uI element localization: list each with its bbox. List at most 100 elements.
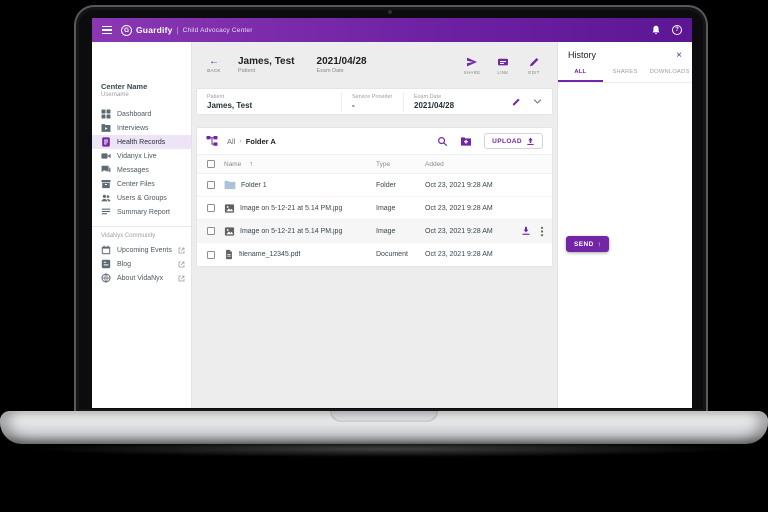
dashboard-icon — [101, 109, 111, 119]
row-checkbox[interactable] — [207, 250, 215, 259]
video-camera-icon — [101, 151, 111, 161]
send-label: SEND — [574, 240, 594, 248]
file-type: Image — [376, 204, 396, 212]
tab-shares[interactable]: SHARES — [612, 69, 638, 75]
sidebar-item-label: Summary Report — [117, 208, 170, 216]
file-name: Folder 1 — [241, 181, 267, 189]
table-row-document[interactable]: filename_12345.pdf Document Oct 23, 2021… — [197, 243, 552, 266]
file-added: Oct 23, 2021 9:28 AM — [425, 227, 493, 235]
sidebar-item-health-records[interactable]: Health Records — [92, 135, 191, 149]
search-icon[interactable] — [437, 136, 448, 147]
link-label: LINK — [497, 69, 509, 75]
org-name: Child Advocacy Center — [182, 26, 253, 34]
back-button[interactable]: ← BACK — [200, 56, 228, 74]
health-records-icon — [101, 137, 111, 147]
patient-caption: Patient — [238, 68, 256, 74]
file-added: Oct 23, 2021 9:28 AM — [425, 251, 493, 258]
patient-info-bar: Patient James, Test Service Provider - E… — [196, 88, 553, 115]
username: Username — [101, 92, 129, 98]
case-patient: James, Test Patient — [238, 56, 295, 74]
edit-pencil-icon[interactable] — [511, 97, 521, 107]
main-content: ← BACK James, Test Patient 2021/04/28 Ex… — [192, 42, 557, 408]
column-added[interactable]: Added — [425, 160, 444, 168]
history-panel: History × ALL SHARES DOWNLOADS SEND ↑ — [557, 42, 692, 408]
history-tabs: ALL SHARES DOWNLOADS — [558, 66, 692, 83]
field-value: - — [352, 100, 355, 110]
field-label: Exam Date — [414, 93, 442, 100]
link-button[interactable]: LINK — [492, 56, 514, 75]
kebab-menu-icon[interactable] — [540, 226, 544, 237]
guardify-logo-icon: G — [121, 24, 132, 36]
interviews-icon — [101, 123, 111, 133]
close-icon[interactable]: × — [676, 49, 682, 61]
exam-date-value: 2021/04/28 — [316, 56, 367, 67]
file-browser-toolbar: All › Folder A UPLOAD — [197, 128, 552, 154]
case-exam-date: 2021/04/28 Exam Date — [317, 56, 367, 74]
tab-downloads[interactable]: DOWNLOADS — [649, 69, 690, 75]
table-row-image-1[interactable]: Image on 5-12-21 at 5.14 PM.jpg Image Oc… — [197, 197, 552, 220]
external-link-icon — [178, 275, 185, 282]
column-name[interactable]: Name — [224, 160, 242, 168]
row-checkbox[interactable] — [207, 227, 215, 235]
field-value: James, Test — [207, 100, 253, 110]
sidebar-item-label: Users & Groups — [117, 194, 167, 202]
sidebar: Center Name Username Dashboard Interview… — [92, 42, 192, 408]
row-checkbox[interactable] — [207, 181, 215, 189]
top-app-bar: G Guardify | Child Advocacy Center ? — [92, 18, 692, 42]
chevron-down-icon[interactable] — [533, 98, 542, 105]
file-table-header: Name ↑ Type Added — [197, 154, 552, 174]
folder-icon — [224, 180, 236, 190]
sidebar-item-users-groups[interactable]: Users & Groups — [92, 191, 191, 205]
sidebar-item-dashboard[interactable]: Dashboard — [92, 107, 191, 121]
notifications-bell-icon[interactable] — [651, 25, 661, 36]
sidebar-item-messages[interactable]: Messages — [92, 163, 191, 177]
history-title: History — [568, 50, 597, 60]
archive-box-icon — [101, 179, 111, 189]
menu-icon[interactable] — [102, 25, 112, 35]
breadcrumb-all[interactable]: All — [227, 136, 236, 146]
sidebar-item-label: Health Records — [117, 138, 166, 146]
laptop-notch — [330, 411, 438, 422]
breadcrumb-separator: › — [239, 137, 242, 145]
row-checkbox[interactable] — [207, 204, 215, 212]
download-icon[interactable] — [521, 226, 531, 236]
document-icon — [224, 249, 234, 260]
sidebar-item-label: Center Files — [117, 180, 155, 188]
new-folder-icon[interactable] — [460, 136, 472, 147]
send-button[interactable]: SEND ↑ — [566, 236, 610, 252]
sidebar-divider — [92, 226, 191, 227]
brand-name: Guardify — [136, 25, 173, 35]
globe-icon — [101, 273, 111, 283]
report-lines-icon — [101, 207, 111, 217]
column-type[interactable]: Type — [376, 160, 391, 168]
back-arrow-icon: ← — [209, 56, 219, 67]
share-button[interactable]: SHARE — [461, 56, 483, 75]
edit-button[interactable]: EDIT — [523, 56, 545, 75]
calendar-icon — [101, 245, 111, 255]
sidebar-item-interviews[interactable]: Interviews — [92, 121, 191, 135]
table-row-image-2[interactable]: Image on 5-12-21 at 5.14 PM.jpg Image Oc… — [197, 220, 552, 243]
select-all-checkbox[interactable] — [207, 160, 215, 168]
tab-all[interactable]: ALL — [558, 66, 603, 82]
upload-button[interactable]: UPLOAD — [484, 133, 543, 149]
sidebar-item-label: Messages — [117, 166, 149, 174]
sidebar-item-upcoming-events[interactable]: Upcoming Events — [92, 243, 191, 257]
upload-icon — [526, 137, 535, 146]
folder-tree-icon[interactable] — [206, 135, 218, 147]
external-link-icon — [178, 261, 185, 268]
field-label: Patient — [207, 93, 225, 100]
sidebar-item-summary-report[interactable]: Summary Report — [92, 205, 191, 219]
users-icon — [101, 193, 111, 203]
file-name: Image on 5-12-21 at 5.14 PM.jpg — [240, 227, 343, 235]
patient-name: James, Test — [238, 56, 295, 67]
sidebar-item-blog[interactable]: Blog — [92, 257, 191, 271]
help-icon[interactable]: ? — [672, 25, 682, 35]
sidebar-item-about-vidanyx[interactable]: About VidaNyx — [92, 271, 191, 285]
breadcrumb: All › Folder A — [227, 137, 276, 146]
sort-asc-icon[interactable]: ↑ — [249, 160, 253, 168]
sidebar-item-vidanyx-live[interactable]: Vidanyx Live — [92, 149, 191, 163]
table-row-folder-1[interactable]: Folder 1 Folder Oct 23, 2021 9:28 AM — [197, 174, 552, 197]
sidebar-item-center-files[interactable]: Center Files — [92, 177, 191, 191]
file-type: Image — [376, 227, 396, 235]
